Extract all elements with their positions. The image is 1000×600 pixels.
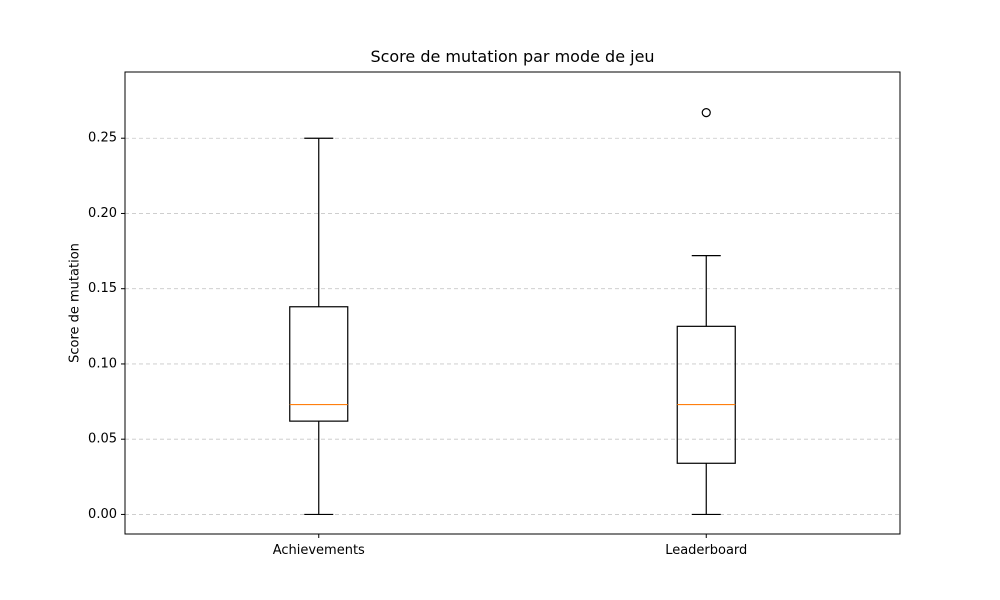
- y-tick-label: 0.20: [88, 206, 117, 221]
- y-axis-label: Score de mutation: [68, 243, 83, 363]
- grid-lines: [125, 137, 900, 515]
- x-tick-label: Achievements: [273, 543, 365, 558]
- box-leaderboard: [676, 108, 736, 516]
- x-axis: Achievements Leaderboard: [273, 534, 747, 558]
- y-tick-label: 0.10: [88, 356, 117, 371]
- chart-title: Score de mutation par mode de jeu: [370, 47, 655, 66]
- y-tick-label: 0.00: [88, 507, 117, 522]
- box-achievements: [289, 137, 349, 516]
- iqr-box: [289, 306, 349, 422]
- iqr-box: [676, 325, 736, 464]
- outlier-point: [701, 108, 711, 118]
- y-tick-label: 0.15: [88, 281, 117, 296]
- plot-frame: [124, 71, 901, 535]
- x-tick-label: Leaderboard: [665, 543, 747, 558]
- y-axis: 0.00 0.05 0.10 0.15 0.20 0.25: [88, 131, 125, 522]
- boxes: [289, 108, 736, 516]
- y-tick-label: 0.05: [88, 432, 117, 447]
- y-tick-label: 0.25: [88, 131, 117, 146]
